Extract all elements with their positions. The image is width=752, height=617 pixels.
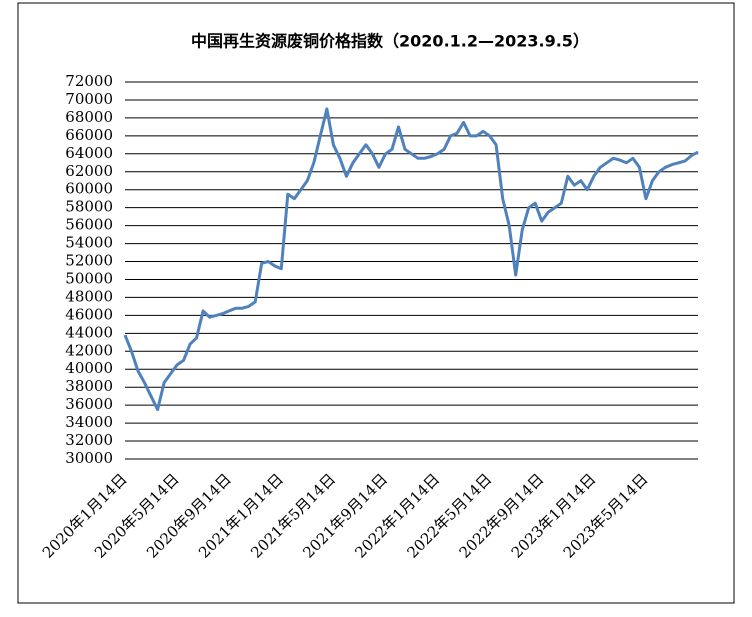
y-tick-label: 72000 xyxy=(65,72,113,90)
y-tick-label: 68000 xyxy=(65,108,113,126)
y-tick-label: 50000 xyxy=(65,269,113,287)
y-tick-label: 66000 xyxy=(65,126,113,144)
y-tick-label: 48000 xyxy=(65,287,113,305)
y-tick-label: 56000 xyxy=(65,216,113,234)
y-tick-label: 36000 xyxy=(65,395,113,413)
y-tick-label: 30000 xyxy=(65,449,113,467)
y-tick-label: 60000 xyxy=(65,180,113,198)
y-tick-label: 62000 xyxy=(65,162,113,180)
y-tick-label: 42000 xyxy=(65,341,113,359)
y-tick-label: 44000 xyxy=(65,323,113,341)
y-tick-label: 34000 xyxy=(65,413,113,431)
y-tick-label: 40000 xyxy=(65,359,113,377)
y-tick-label: 32000 xyxy=(65,431,113,449)
chart-title: 中国再生资源废铜价格指数（2020.1.2—2023.9.5） xyxy=(191,32,589,51)
y-tick-label: 70000 xyxy=(65,90,113,108)
y-tick-label: 46000 xyxy=(65,305,113,323)
y-tick-label: 54000 xyxy=(65,234,113,252)
y-tick-label: 58000 xyxy=(65,198,113,216)
data-line xyxy=(123,107,699,412)
chart-frame xyxy=(17,2,735,604)
y-tick-label: 64000 xyxy=(65,144,113,162)
y-tick-label: 52000 xyxy=(65,252,113,270)
y-tick-label: 38000 xyxy=(65,377,113,395)
